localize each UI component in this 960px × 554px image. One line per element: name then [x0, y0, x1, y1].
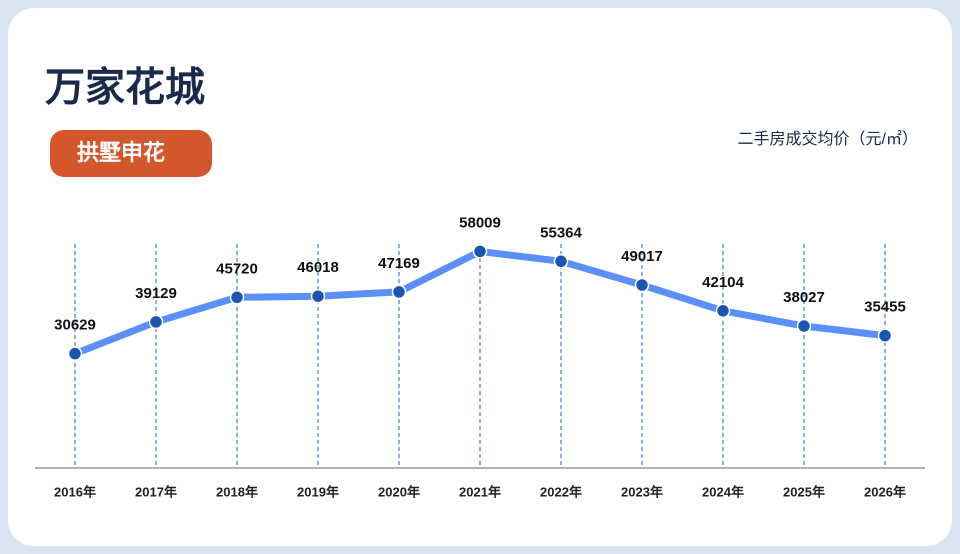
- x-tick-label: 2020年: [378, 484, 420, 499]
- data-point: [148, 314, 164, 330]
- data-label: 35455: [864, 299, 906, 316]
- x-tick-label: 2026年: [864, 484, 906, 499]
- chart-title: 万家花城: [45, 66, 205, 110]
- x-tick-label: 2025年: [783, 484, 825, 499]
- x-tick-label: 2017年: [135, 484, 177, 499]
- data-point: [67, 346, 83, 361]
- data-point: [553, 254, 569, 269]
- data-label: 47169: [378, 255, 420, 272]
- data-label: 49017: [621, 248, 663, 265]
- data-point: [634, 277, 650, 293]
- x-tick-label: 2024年: [702, 484, 744, 499]
- x-tick-label: 2019年: [297, 484, 339, 499]
- tag-label: 拱墅申花: [77, 140, 165, 165]
- x-tick-label: 2023年: [621, 484, 663, 499]
- chart-subtitle: 二手房成交均价（元/㎡）: [738, 130, 918, 148]
- data-label: 39129: [135, 285, 177, 302]
- data-point: [715, 303, 731, 319]
- x-tick-label: 2022年: [540, 484, 582, 499]
- data-label: 38027: [783, 289, 825, 306]
- data-point: [229, 290, 245, 305]
- card: [8, 8, 952, 546]
- data-point: [310, 288, 326, 304]
- x-tick-label: 2021年: [459, 484, 501, 499]
- x-tick-label: 2016年: [54, 484, 96, 499]
- data-point: [796, 318, 812, 334]
- tag-badge: [50, 130, 212, 177]
- data-point: [472, 244, 488, 259]
- data-label: 30629: [54, 317, 96, 334]
- data-point: [391, 284, 407, 300]
- data-label: 42104: [702, 274, 744, 291]
- x-tick-label: 2018年: [216, 484, 258, 499]
- data-point: [877, 328, 893, 343]
- data-label: 58009: [459, 214, 501, 231]
- data-label: 55364: [540, 224, 582, 241]
- data-label: 46018: [297, 259, 339, 276]
- data-label: 45720: [216, 260, 258, 277]
